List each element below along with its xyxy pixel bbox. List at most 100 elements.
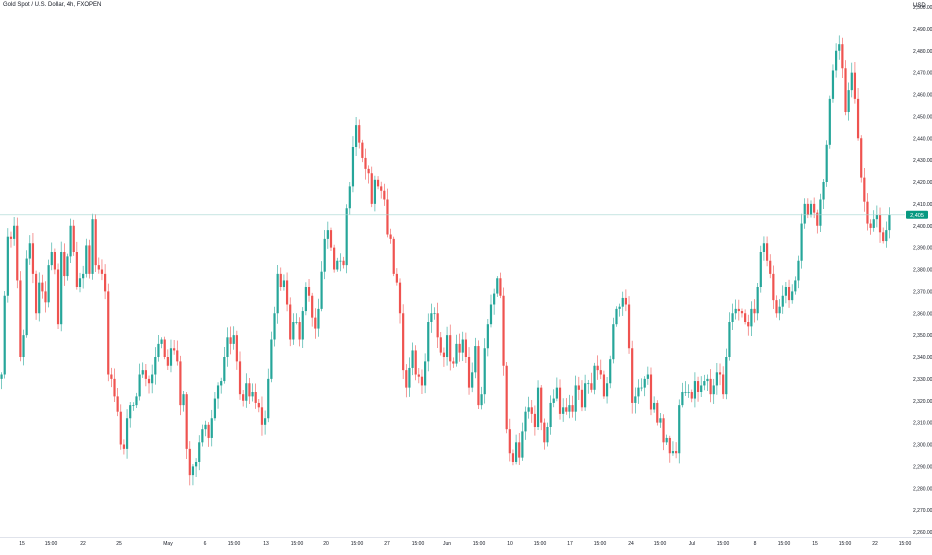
- candle-body: [825, 144, 828, 182]
- time-tick-label: 15:00: [45, 541, 58, 547]
- candle-body: [232, 335, 235, 344]
- candle-body: [320, 271, 323, 309]
- candle-body: [430, 313, 433, 322]
- last-price-label: 2,405: [910, 213, 924, 219]
- candle-body: [605, 383, 609, 397]
- candle-body: [690, 392, 693, 399]
- candle-body: [22, 335, 25, 358]
- candle-body: [715, 372, 718, 386]
- candle-body: [56, 269, 60, 325]
- price-tick-label: 2,290.00: [913, 464, 932, 470]
- candle-body: [803, 203, 806, 224]
- candle-body: [194, 462, 198, 467]
- candle-body: [797, 260, 800, 281]
- candle-body: [693, 381, 697, 399]
- candle-body: [210, 418, 213, 438]
- candle-body: [662, 418, 665, 443]
- candle-body: [216, 385, 220, 399]
- candle-body: [188, 448, 191, 476]
- candle-body: [816, 212, 819, 226]
- candle-body: [769, 260, 772, 274]
- candle-body: [593, 365, 596, 390]
- candle-body: [518, 442, 521, 458]
- candle-body: [511, 453, 515, 462]
- candle-body: [88, 245, 91, 274]
- price-tick-label: 2,380.00: [913, 268, 932, 274]
- candle-body: [740, 311, 744, 314]
- candle-body: [787, 287, 791, 301]
- time-tick-label: May: [163, 541, 173, 547]
- time-tick-label: 6: [204, 541, 207, 547]
- candle-body: [609, 359, 612, 384]
- candle-body: [590, 383, 593, 390]
- candle-body: [477, 346, 480, 406]
- candle-body: [577, 385, 580, 390]
- candle-body: [336, 260, 339, 270]
- candle-body: [643, 378, 646, 388]
- candle-body: [44, 291, 47, 303]
- candle-body: [122, 444, 126, 449]
- candle-body: [100, 269, 104, 274]
- candle-body: [28, 243, 31, 259]
- candle-body: [565, 407, 568, 412]
- candle-body: [251, 392, 254, 397]
- candle-body: [612, 324, 615, 360]
- candle-body: [119, 411, 122, 445]
- time-tick-label: 24: [628, 541, 634, 547]
- candle-body: [326, 230, 329, 239]
- candle-body: [354, 125, 358, 148]
- candle-body: [342, 260, 345, 266]
- candle-body: [91, 219, 94, 274]
- candle-body: [433, 313, 436, 315]
- candle-body: [267, 378, 270, 419]
- candle-body: [831, 70, 835, 99]
- price-axis[interactable]: 2,500.00 2,490.00 2,480.00 2,470.00 2,460.00…: [913, 5, 932, 536]
- candle-body: [784, 287, 787, 296]
- candle-body: [207, 424, 210, 438]
- candle-body: [31, 243, 35, 274]
- candle-body: [82, 273, 85, 279]
- candle-body: [464, 339, 467, 357]
- candle-body: [370, 173, 373, 204]
- time-tick-label: 15:00: [473, 541, 486, 547]
- candle-body: [60, 252, 63, 325]
- candle-body: [844, 68, 847, 112]
- candle-body: [527, 407, 530, 412]
- candle-body: [289, 304, 292, 340]
- candle-body: [345, 208, 348, 266]
- candle-body: [712, 385, 715, 395]
- candle-body: [461, 339, 464, 353]
- candle-body: [323, 238, 326, 272]
- candle-body: [869, 223, 872, 228]
- candle-body: [474, 346, 477, 373]
- candle-body: [85, 245, 88, 274]
- time-tick-label: 13: [263, 541, 269, 547]
- candle-body: [860, 138, 863, 178]
- candle-body: [104, 273, 107, 292]
- candle-body: [809, 203, 813, 215]
- candle-body: [828, 98, 831, 145]
- candle-body: [173, 348, 176, 351]
- candle-body: [116, 396, 119, 412]
- candle-body: [398, 282, 402, 314]
- candle-body: [151, 374, 154, 384]
- candle-body: [602, 374, 606, 397]
- candle-body: [574, 385, 577, 412]
- candle-body: [637, 387, 640, 397]
- candle-body: [455, 343, 458, 364]
- price-tick-label: 2,480.00: [913, 49, 932, 55]
- candle-body: [835, 50, 838, 71]
- candle-body: [110, 374, 113, 379]
- candle-body: [333, 247, 336, 270]
- time-axis[interactable]: 15 15:00 22 25 May 6 15:00 13 15:00 20 15:00 27 15:0…: [19, 541, 911, 547]
- candle-body: [756, 287, 759, 314]
- time-tick-label: 15: [812, 541, 818, 547]
- candle-body: [549, 402, 552, 427]
- candle-body: [882, 232, 885, 242]
- candle-body: [138, 374, 141, 397]
- candle-body: [427, 322, 430, 362]
- candle-body: [885, 230, 888, 242]
- price-tick-label: 2,400.00: [913, 224, 932, 230]
